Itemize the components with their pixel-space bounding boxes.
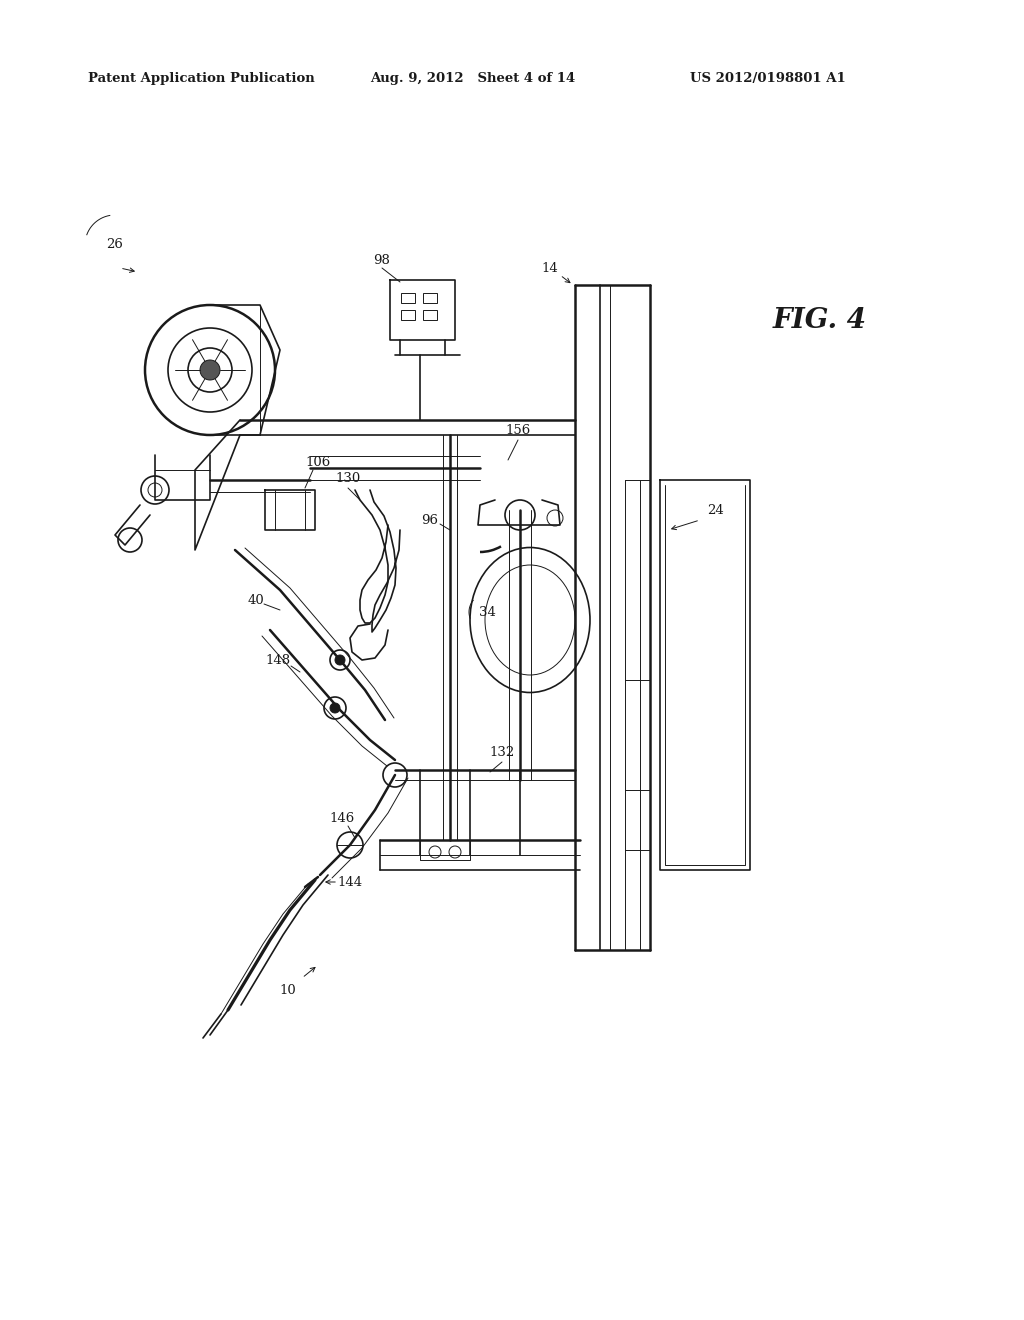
Text: Patent Application Publication: Patent Application Publication: [88, 73, 314, 84]
Text: FIG. 4: FIG. 4: [773, 306, 867, 334]
Text: 144: 144: [338, 875, 362, 888]
Text: US 2012/0198801 A1: US 2012/0198801 A1: [690, 73, 846, 84]
Text: 34: 34: [478, 606, 496, 619]
Text: 146: 146: [330, 812, 354, 825]
Text: Aug. 9, 2012   Sheet 4 of 14: Aug. 9, 2012 Sheet 4 of 14: [370, 73, 575, 84]
Text: 132: 132: [489, 746, 515, 759]
Text: 98: 98: [374, 253, 390, 267]
Text: 96: 96: [422, 513, 438, 527]
Text: 148: 148: [265, 653, 291, 667]
Text: 26: 26: [106, 239, 124, 252]
Circle shape: [335, 655, 345, 665]
Text: 156: 156: [506, 424, 530, 437]
Bar: [401, 293, 415, 304]
Text: 130: 130: [336, 471, 360, 484]
Circle shape: [200, 360, 220, 380]
Bar: [401, 310, 415, 319]
Bar: [423, 293, 437, 304]
Circle shape: [330, 704, 340, 713]
Text: 24: 24: [707, 503, 723, 516]
Text: 106: 106: [305, 455, 331, 469]
Text: 10: 10: [280, 983, 296, 997]
Text: 40: 40: [248, 594, 264, 606]
Text: 14: 14: [542, 261, 558, 275]
Bar: [423, 310, 437, 319]
